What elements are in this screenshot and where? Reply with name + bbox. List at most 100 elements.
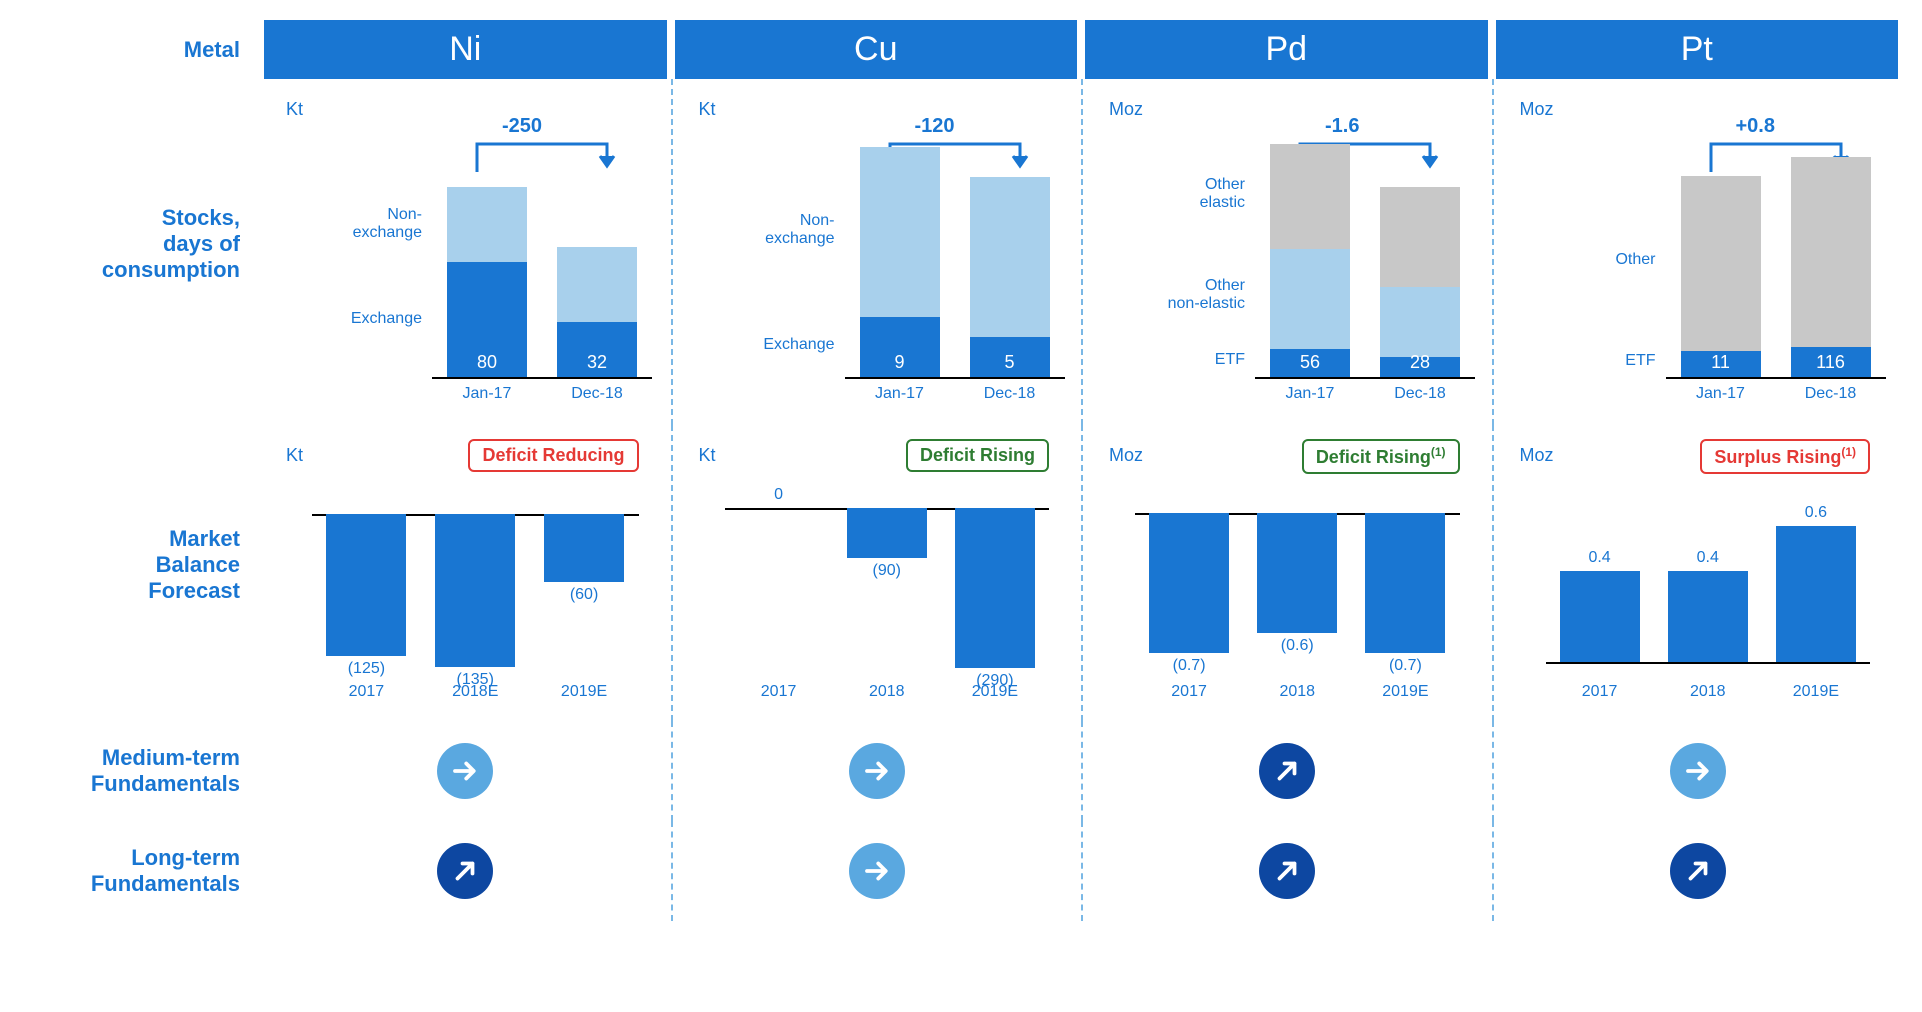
balance-badge: Deficit Rising bbox=[906, 439, 1049, 472]
balance-badge: Deficit Rising(1) bbox=[1302, 439, 1460, 474]
bar-value: 80 bbox=[477, 352, 497, 373]
delta-value: -120 bbox=[915, 115, 955, 138]
balance-bar bbox=[1560, 571, 1640, 662]
balance-value: (60) bbox=[539, 586, 629, 604]
unit-label: Moz bbox=[1109, 445, 1143, 466]
arrow-up-right-icon bbox=[1670, 843, 1726, 899]
x-label: Jan-17 bbox=[1270, 385, 1350, 403]
balance-badge: Deficit Reducing bbox=[468, 439, 638, 472]
bar-value: 5 bbox=[1004, 352, 1014, 373]
arrow-up-right-icon bbox=[1259, 843, 1315, 899]
x-label: Dec-18 bbox=[970, 385, 1050, 403]
balance-bar bbox=[326, 514, 406, 656]
bar-value: 11 bbox=[1711, 352, 1730, 373]
balance-chart: 0.420170.420180.62019E bbox=[1546, 503, 1871, 673]
bar-segment: 116 bbox=[1791, 347, 1871, 377]
long-cell bbox=[671, 821, 1082, 921]
arrow-up-right-icon bbox=[1259, 743, 1315, 799]
segment-labels: OtherETF bbox=[1520, 178, 1660, 379]
bar-segment bbox=[1380, 187, 1460, 287]
x-label: 2017 bbox=[1144, 683, 1234, 701]
balance-bar-wrap: 0.42018 bbox=[1663, 503, 1753, 673]
badge-text: Surplus Rising bbox=[1714, 447, 1841, 467]
bar-segment bbox=[1791, 157, 1871, 347]
x-label: 2019E bbox=[1771, 683, 1861, 701]
delta-value: -250 bbox=[502, 115, 542, 138]
stocks-cell: Moz+0.8OtherETF11Jan-17116Dec-18 bbox=[1492, 79, 1903, 425]
balance-bar-wrap: (125)2017 bbox=[321, 503, 411, 673]
row-label-medium: Medium-term Fundamentals bbox=[20, 721, 260, 821]
x-label: 2019E bbox=[539, 683, 629, 701]
bar-value: 32 bbox=[587, 352, 607, 373]
x-label: 2017 bbox=[734, 683, 824, 701]
x-label: Dec-18 bbox=[1380, 385, 1460, 403]
x-label: 2017 bbox=[321, 683, 411, 701]
bar-segment: 11 bbox=[1681, 351, 1761, 377]
x-label: 2018 bbox=[1663, 683, 1753, 701]
balance-bar bbox=[435, 514, 515, 667]
arrow-right-icon bbox=[437, 743, 493, 799]
balance-value: 0.4 bbox=[1663, 549, 1753, 567]
delta-value: +0.8 bbox=[1736, 115, 1775, 138]
medium-cell bbox=[1492, 721, 1903, 821]
stocks-chart: 9Jan-175Dec-18 bbox=[845, 139, 1065, 379]
balance-badge: Surplus Rising(1) bbox=[1700, 439, 1870, 474]
stocks-chart: 56Jan-1728Dec-18 bbox=[1255, 139, 1475, 379]
stocks-bar: 80Jan-17 bbox=[447, 187, 527, 377]
unit-label: Moz bbox=[1109, 99, 1143, 120]
row-label-long: Long-term Fundamentals bbox=[20, 821, 260, 921]
segment-label: Other elastic bbox=[1109, 146, 1249, 243]
balance-value: (0.6) bbox=[1252, 637, 1342, 655]
arrow-right-icon bbox=[849, 743, 905, 799]
delta-value: -1.6 bbox=[1325, 115, 1359, 138]
long-cell bbox=[1492, 821, 1903, 921]
segment-label: Exchange bbox=[699, 316, 839, 373]
x-label: 2019E bbox=[950, 683, 1040, 701]
unit-label: Kt bbox=[699, 99, 716, 120]
balance-bar-wrap: 02017 bbox=[734, 503, 824, 673]
stocks-chart: 80Jan-1732Dec-18 bbox=[432, 139, 652, 379]
unit-label: Kt bbox=[699, 445, 716, 466]
x-label: 2018 bbox=[842, 683, 932, 701]
balance-value: (0.7) bbox=[1144, 657, 1234, 675]
bar-segment bbox=[1270, 144, 1350, 249]
badge-sup: (1) bbox=[1431, 445, 1446, 459]
arrow-right-icon bbox=[1670, 743, 1726, 799]
bar-segment bbox=[557, 247, 637, 322]
x-label: Jan-17 bbox=[447, 385, 527, 403]
bar-segment bbox=[970, 177, 1050, 337]
bar-value: 56 bbox=[1300, 352, 1320, 373]
arrow-right-icon bbox=[849, 843, 905, 899]
balance-cell: MozDeficit Rising(1)(0.7)2017(0.6)2018(0… bbox=[1081, 425, 1492, 721]
balance-bar bbox=[1776, 526, 1856, 662]
stocks-cell: Kt-250Non- exchangeExchange80Jan-1732Dec… bbox=[260, 79, 671, 425]
segment-label: Other bbox=[1520, 178, 1660, 343]
metal-header: Cu bbox=[675, 20, 1078, 79]
segment-label: ETF bbox=[1109, 347, 1249, 373]
long-cell bbox=[1081, 821, 1492, 921]
stocks-cell: Moz-1.6Other elasticOther non-elasticETF… bbox=[1081, 79, 1492, 425]
metal-header: Ni bbox=[264, 20, 667, 79]
x-label: 2019E bbox=[1360, 683, 1450, 701]
balance-bar-wrap: (60)2019E bbox=[539, 503, 629, 673]
stocks-chart: 11Jan-17116Dec-18 bbox=[1666, 139, 1886, 379]
unit-label: Kt bbox=[286, 99, 303, 120]
balance-bar-wrap: 0.62019E bbox=[1771, 503, 1861, 673]
x-label: Jan-17 bbox=[860, 385, 940, 403]
bar-segment: 80 bbox=[447, 262, 527, 377]
x-label: 2018E bbox=[430, 683, 520, 701]
balance-value: 0 bbox=[734, 486, 824, 504]
balance-bar bbox=[1668, 571, 1748, 662]
medium-cell bbox=[260, 721, 671, 821]
balance-value: (125) bbox=[321, 660, 411, 678]
balance-bar-wrap: (0.6)2018 bbox=[1252, 503, 1342, 673]
stocks-bar: 5Dec-18 bbox=[970, 177, 1050, 377]
metal-header: Pd bbox=[1085, 20, 1488, 79]
balance-chart: 02017(90)2018(290)2019E bbox=[725, 503, 1050, 673]
balance-value: (0.7) bbox=[1360, 657, 1450, 675]
x-label: 2018 bbox=[1252, 683, 1342, 701]
balance-bar-wrap: (90)2018 bbox=[842, 503, 932, 673]
balance-bar bbox=[847, 508, 927, 557]
bar-segment bbox=[447, 187, 527, 262]
balance-bar-wrap: (290)2019E bbox=[950, 503, 1040, 673]
